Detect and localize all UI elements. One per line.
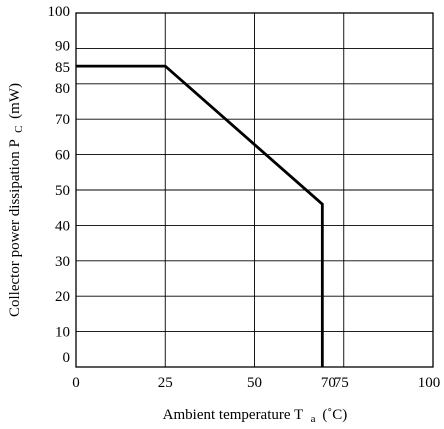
x-tick-label-25: 25 (158, 375, 173, 391)
y-tick-label-100: 100 (48, 4, 71, 20)
y-tick-label-60: 60 (55, 148, 70, 164)
grid-lines (76, 13, 433, 367)
x-axis-title: Ambient temperature T a (˚C) (163, 407, 348, 426)
y-axis-title-subscript: C (13, 126, 25, 133)
series-line-0 (76, 64, 324, 367)
y-tick-label-50: 50 (55, 183, 70, 199)
y-tick-label-80: 80 (55, 81, 70, 97)
x-axis-title-main: Ambient temperature T (163, 407, 303, 423)
y-tick-label-20: 20 (55, 289, 70, 305)
y-tick-label-90: 90 (55, 38, 70, 54)
x-axis-title-unit: (˚C) (322, 407, 347, 423)
y-axis-title: Collector power dissipation P C (mW) (7, 83, 26, 317)
y-tick-label-10: 10 (55, 325, 70, 341)
y-tick-label-70: 70 (55, 112, 70, 128)
x-tick-label-75: 75 (334, 375, 349, 391)
y-tick-label-30: 30 (55, 254, 70, 270)
plot-area-frame (75, 12, 434, 368)
y-tick-label-85: 85 (55, 60, 70, 76)
series-layer (76, 64, 324, 367)
y-tick-label-0: 0 (63, 350, 71, 366)
x-tick-label-0: 0 (72, 375, 80, 391)
y-axis-title-unit: (mW) (7, 83, 23, 119)
y-axis-title-main: Collector power dissipation P (7, 139, 23, 317)
x-tick-label-70: 70 (321, 375, 336, 391)
y-axis-tick-labels: 0 10 20 30 40 50 60 70 80 85 90 100 (48, 4, 71, 366)
x-tick-label-50: 50 (247, 375, 262, 391)
x-tick-label-100: 100 (418, 375, 441, 391)
x-axis-title-subscript: a (311, 413, 316, 425)
y-tick-label-40: 40 (55, 218, 70, 234)
